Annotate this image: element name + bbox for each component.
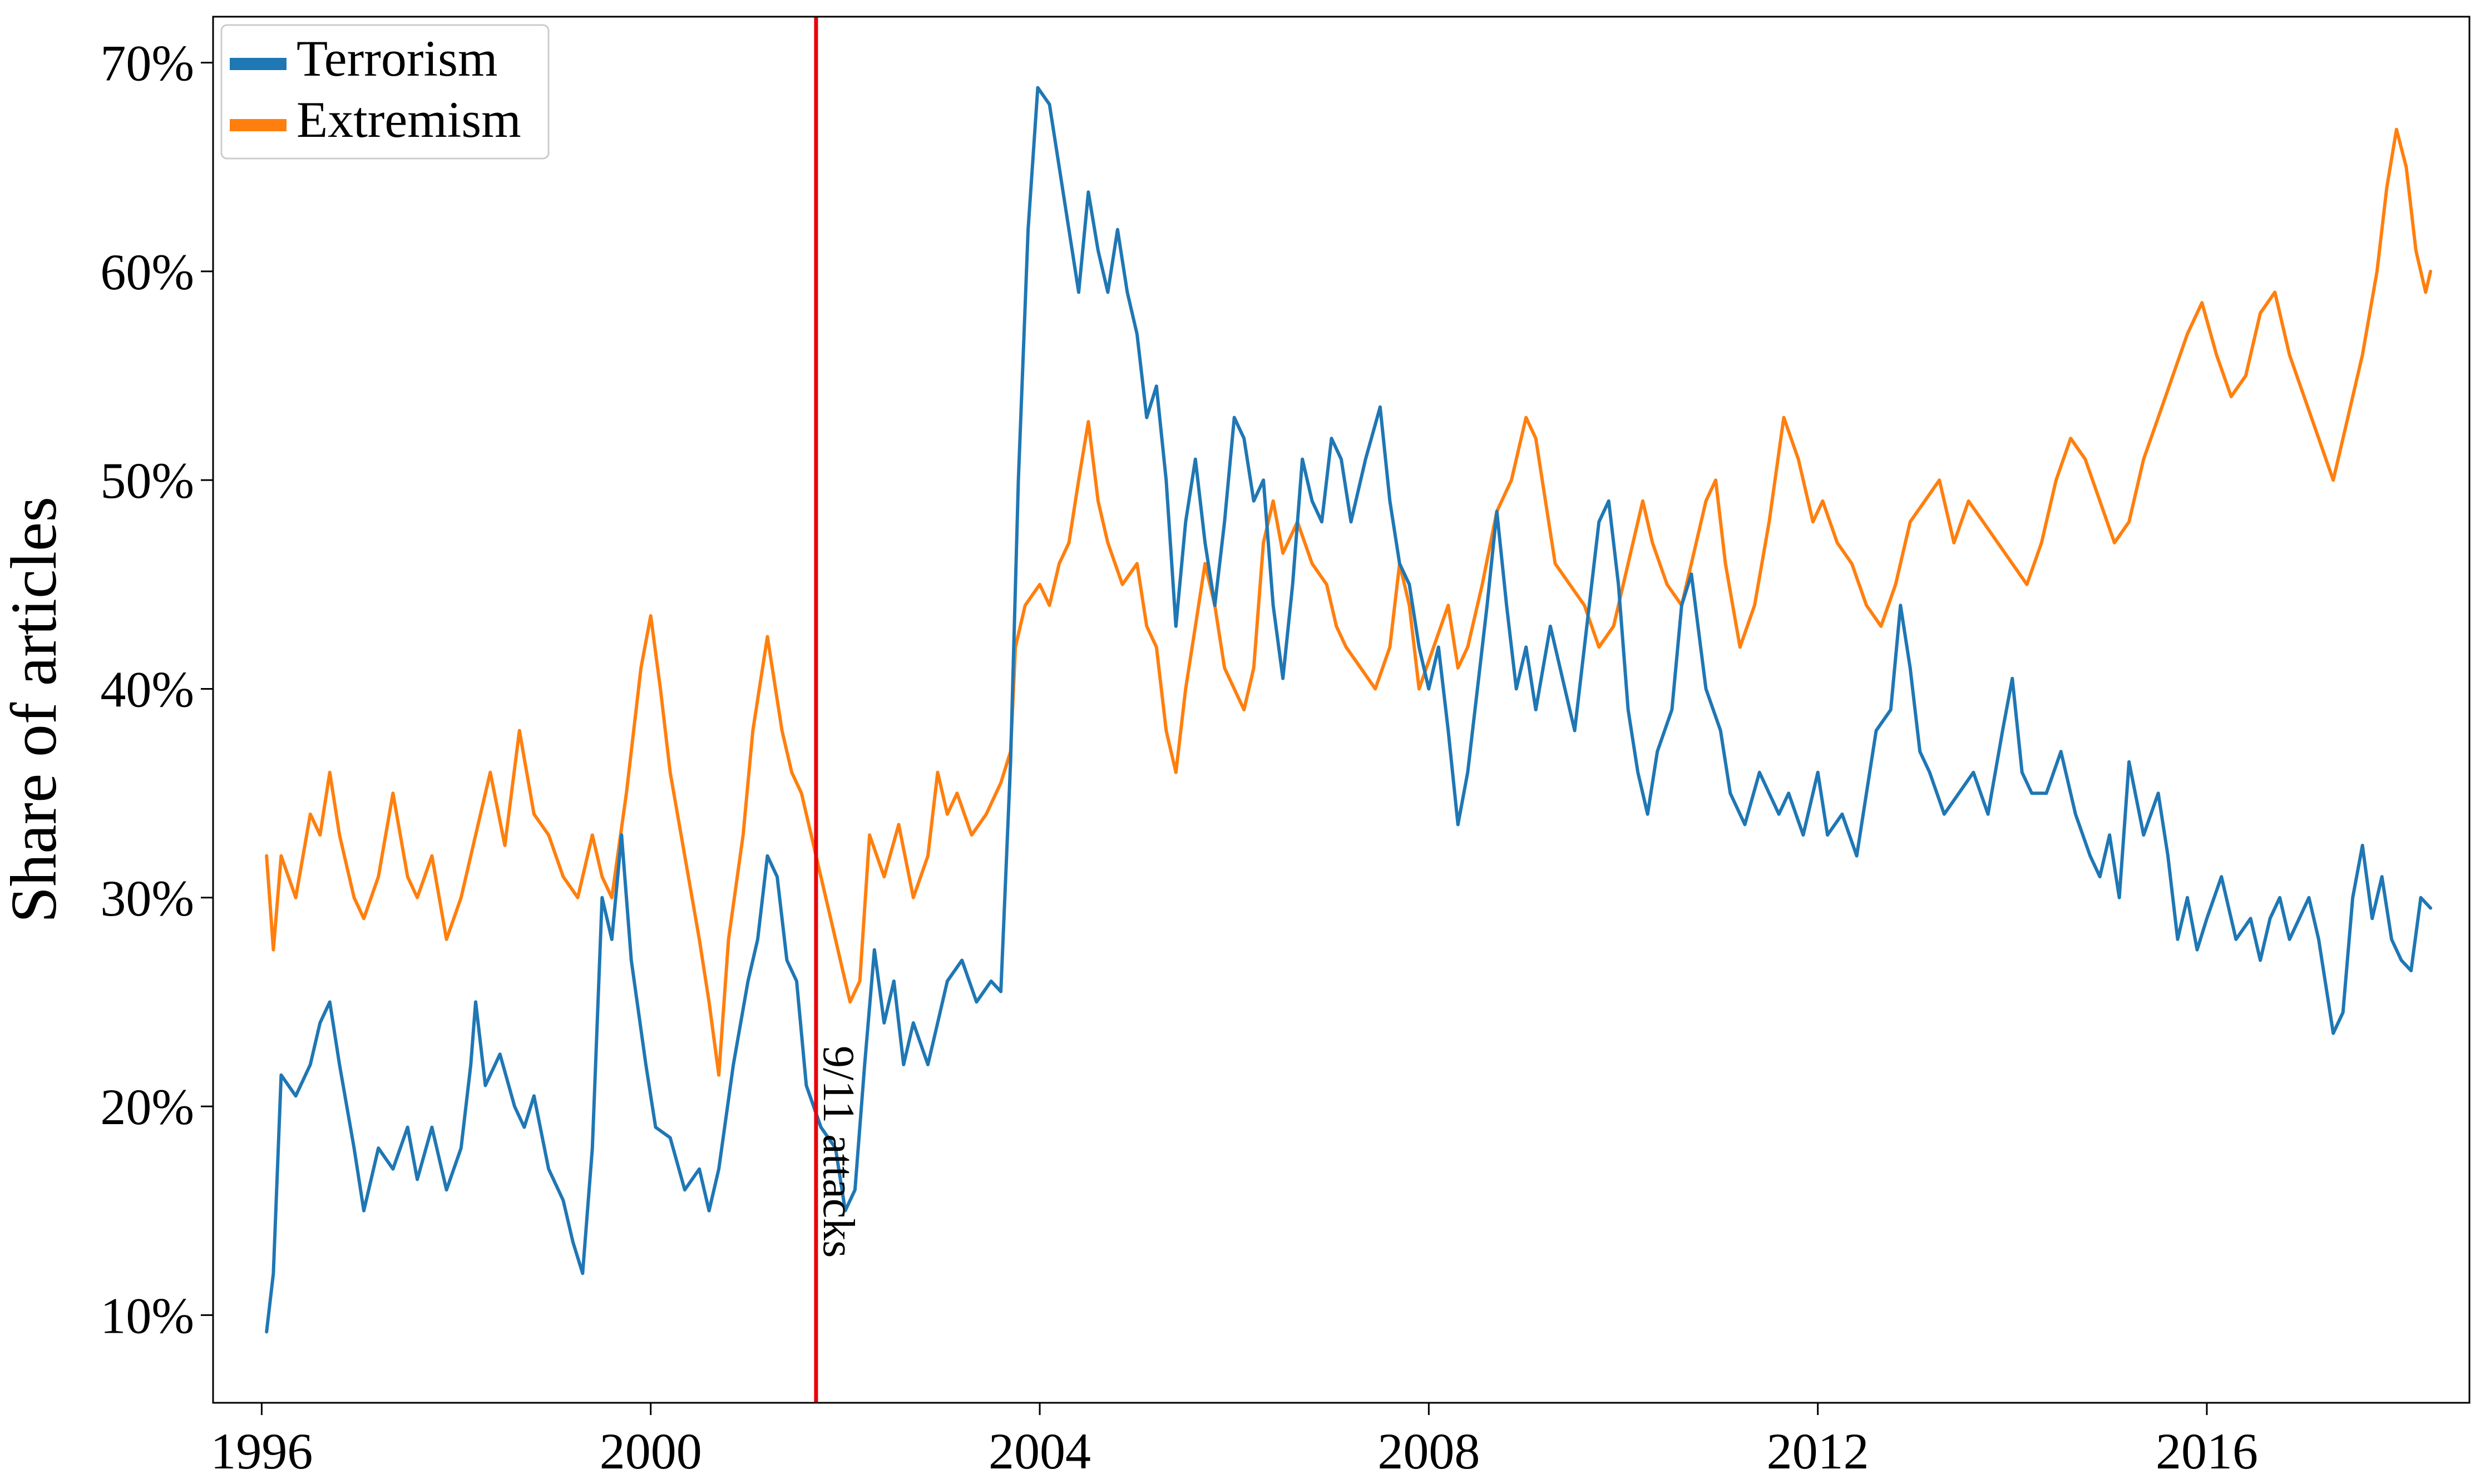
y-tick-label: 70% [100, 35, 194, 92]
x-axis-ticks: 1996 2000 2004 2008 2012 2016 [210, 1403, 2258, 1480]
legend: Terrorism Extremism [220, 24, 550, 160]
legend-label-extremism: Extremism [297, 91, 521, 148]
legend-label-terrorism: Terrorism [297, 30, 497, 87]
y-axis-ticks: 10% 20% 30% 40% 50% 60% 70% [100, 35, 213, 1344]
x-tick-label: 2004 [989, 1423, 1091, 1480]
y-tick-label: 60% [100, 244, 194, 300]
x-tick-label: 2016 [2156, 1423, 2258, 1480]
terrorism-series-line [265, 86, 2433, 1334]
series-layer [265, 86, 2433, 1334]
x-tick-label: 2012 [1767, 1423, 1869, 1480]
event-marker: 9/11 attacks [814, 17, 863, 1403]
event-label: 9/11 attacks [814, 1046, 863, 1258]
y-axis-title: Share of articles [0, 497, 70, 923]
legend-frame [220, 24, 550, 160]
y-tick-label: 50% [100, 452, 194, 509]
extremism-series-line [265, 127, 2433, 1077]
y-tick-label: 10% [100, 1287, 194, 1344]
x-tick-label: 2000 [600, 1423, 702, 1480]
y-tick-label: 40% [100, 661, 194, 718]
y-tick-label: 30% [100, 870, 194, 927]
x-tick-label: 2008 [1377, 1423, 1480, 1480]
x-tick-label: 1996 [210, 1423, 313, 1480]
plot-frame [212, 16, 2471, 1404]
y-tick-label: 20% [100, 1079, 194, 1135]
